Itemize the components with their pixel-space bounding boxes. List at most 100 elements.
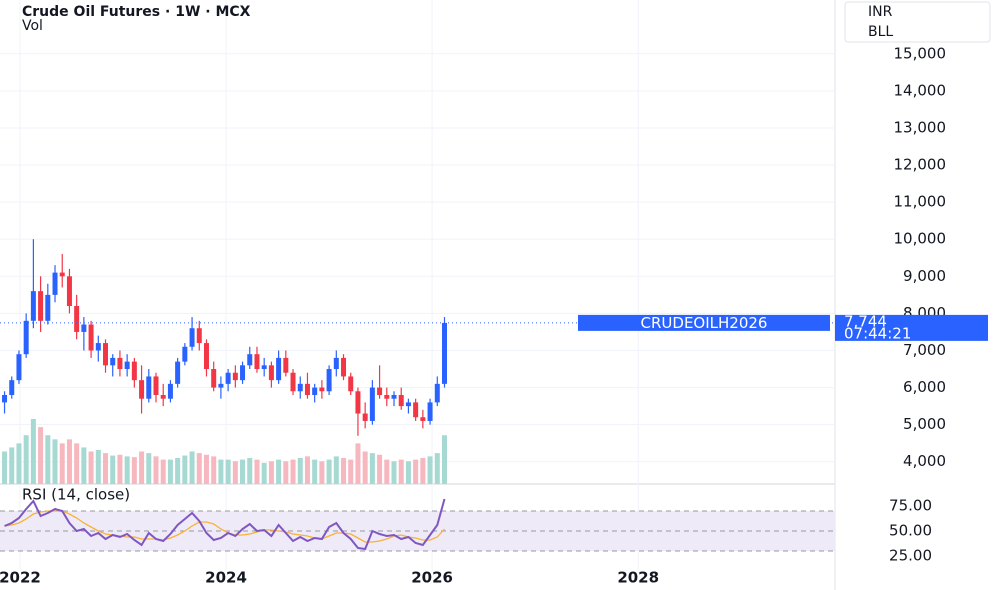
candle-body — [276, 357, 282, 381]
candle-body — [52, 272, 58, 295]
volume-bar — [268, 461, 274, 484]
candle-body — [398, 394, 404, 407]
candle-body — [362, 413, 368, 421]
y-tick-label: 7,000 — [903, 341, 946, 359]
volume-bar — [218, 459, 224, 484]
volume-bar — [196, 453, 202, 484]
candle-body — [304, 383, 310, 395]
volume-bar — [232, 461, 238, 484]
volume-bar — [384, 459, 390, 484]
y-tick-label: 13,000 — [894, 118, 947, 136]
candle-body — [247, 354, 253, 366]
volume-bar — [283, 461, 289, 484]
candle-body — [312, 387, 318, 395]
volume-bar — [16, 443, 22, 484]
volume-bar — [9, 447, 15, 484]
volume-bar — [225, 459, 231, 484]
candle-body — [74, 305, 80, 332]
candle-body — [369, 387, 375, 421]
unit[interactable]: BLL — [868, 24, 893, 40]
volume-bar — [254, 459, 260, 484]
candle-body — [290, 372, 296, 392]
candle-body — [232, 372, 238, 381]
candle-body — [203, 343, 209, 370]
volume-bar — [30, 419, 36, 484]
candle-body — [225, 372, 231, 384]
y-tick-label: 6,000 — [903, 378, 946, 396]
volume-bar — [413, 459, 419, 484]
volume-bar — [261, 462, 267, 484]
volume-bar — [355, 443, 361, 484]
volume-bar — [247, 458, 253, 484]
candle-body — [38, 291, 44, 321]
y-tick-label: 11,000 — [894, 193, 947, 211]
volume-bar — [427, 456, 433, 484]
volume-bar — [124, 456, 130, 484]
volume-bar — [348, 459, 354, 484]
candle-body — [124, 361, 130, 370]
candle-body — [146, 376, 152, 399]
candle-body — [384, 394, 390, 399]
rsi-tick-label: 25.00 — [889, 547, 932, 565]
volume-bar — [276, 459, 282, 484]
volume-bar — [131, 457, 137, 484]
candle-body — [196, 328, 202, 344]
x-tick-label: 2028 — [617, 569, 659, 587]
rsi-tick-label: 75.00 — [889, 497, 932, 515]
volume-bar — [59, 443, 65, 484]
y-tick-label: 10,000 — [894, 230, 947, 248]
candle-body — [261, 365, 267, 370]
candle-body — [420, 417, 426, 421]
volume-bar — [434, 453, 440, 484]
volume-bar — [52, 439, 58, 484]
volume-bar — [304, 456, 310, 484]
candle-body — [131, 361, 137, 381]
candle-body — [319, 387, 325, 392]
candle-body — [23, 320, 29, 355]
volume-bar — [405, 461, 411, 484]
volume-bar — [333, 456, 339, 484]
volume-bar — [146, 453, 152, 484]
candle-body — [167, 383, 173, 399]
candle-body — [254, 354, 260, 370]
volume-bar — [110, 455, 116, 484]
volume-bar — [66, 439, 72, 484]
volume-bar — [175, 458, 181, 484]
volume-bar — [182, 455, 188, 484]
candle-body — [355, 391, 361, 414]
x-tick-label: 2024 — [205, 569, 247, 587]
candle-body — [189, 328, 195, 347]
candle-body — [391, 394, 397, 399]
candle-body — [182, 346, 188, 362]
candle-body — [218, 383, 224, 388]
volume-bar — [153, 456, 159, 484]
volume-bar — [377, 454, 383, 484]
candle-body — [66, 276, 72, 306]
rsi-label: RSI (14, close) — [22, 486, 130, 504]
volume-bar — [319, 461, 325, 484]
candle-body — [175, 361, 181, 384]
volume-bar — [139, 451, 145, 484]
candle-body — [117, 357, 123, 370]
volume-bar — [441, 435, 447, 484]
candle-body — [268, 365, 274, 381]
candle-body — [283, 357, 289, 373]
candle-body — [110, 357, 116, 366]
candle-body — [9, 380, 15, 395]
volume-bar — [95, 449, 101, 484]
candle-body — [88, 324, 94, 351]
chart-title: Crude Oil Futures · 1W · MCX — [22, 4, 251, 20]
volume-bar — [326, 459, 332, 484]
symbol-tag — [578, 314, 830, 331]
unit-box[interactable] — [844, 1, 991, 43]
volume-bar — [74, 443, 80, 484]
candle-body — [341, 357, 347, 377]
volume-bar — [189, 451, 195, 484]
rsi-tick-label: 50.00 — [889, 522, 932, 540]
candle-body — [45, 294, 51, 321]
currency[interactable]: INR — [868, 4, 893, 20]
volume-label: Vol — [22, 18, 43, 34]
candle-body — [413, 402, 419, 418]
